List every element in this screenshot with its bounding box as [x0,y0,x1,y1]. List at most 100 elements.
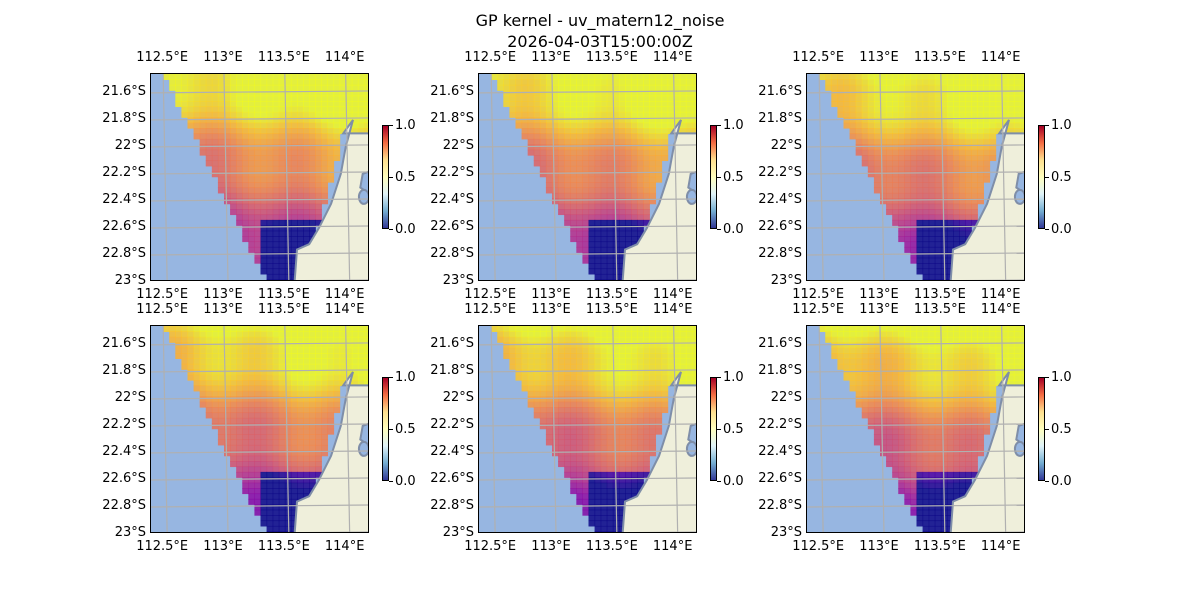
colorbar-tick-label: 1.0 [395,370,416,385]
lon-tick-label-top: 113°E [859,50,899,65]
colorbar-tick-mark [717,429,721,430]
gridlines [151,74,368,280]
map-panel-1: 112.5°E 112.5°E 113°E 113°E 113.5°E 113.5°E 11… [100,46,420,306]
lon-tick-label-bottom: 112.5°E [464,539,517,554]
lon-tick-label-top: 113.5°E [913,50,966,65]
colorbar-tick-label: 1.0 [1051,118,1072,133]
lon-tick-label-top: 113°E [859,302,899,317]
lon-tick-label-top: 113°E [203,302,243,317]
lat-tick-label: 21.6°S [430,335,474,351]
map-panel-4: 112.5°E 112.5°E 113°E 113°E 113.5°E 113.5°E 11… [100,298,420,558]
lon-tick-label-bottom: 113°E [203,287,243,302]
lon-tick-label-top: 114°E [652,50,693,65]
lat-tick-label: 22.2°S [102,416,146,432]
lat-tick-label: 22.2°S [430,164,474,180]
lon-tick-label-bottom: 113°E [531,287,571,302]
field-cells [491,326,696,532]
lon-tick-label-top: 113°E [531,302,571,317]
lon-tick-label-bottom: 112.5°E [136,287,189,302]
colorbar-tick-label: 1.0 [723,370,744,385]
lon-tick-label-top: 112.5°E [464,50,517,65]
lat-tick-label: 22.4°S [758,191,802,207]
lon-tick-label-top: 113.5°E [585,50,638,65]
lat-tick-label: 22.4°S [102,443,146,459]
lon-tick-label-top: 113.5°E [585,302,638,317]
inlet [1013,188,1024,205]
colorbar-tick-mark [1045,377,1049,378]
lat-tick-label: 21.8°S [758,110,802,126]
gridlines [151,326,368,532]
lon-tick-label-bottom: 112.5°E [792,539,845,554]
inlet [685,440,696,457]
colorbar-tick-mark [717,377,721,378]
lat-tick-label: 21.8°S [430,362,474,378]
lat-tick-label: 22.8°S [758,245,802,261]
lon-tick-label-bottom: 113°E [531,539,571,554]
map-panel-5: 112.5°E 112.5°E 113°E 113°E 113.5°E 113.5°E 11… [428,298,748,558]
colorbar-tick-label: 1.0 [1051,370,1072,385]
lat-tick-label: 22°S [442,389,474,405]
map-area [806,325,1025,533]
gridlines [479,74,696,280]
lat-tick-label: 22.6°S [758,218,802,234]
lon-tick-label-bottom: 114°E [652,287,693,302]
lat-tick-label: 22.6°S [758,470,802,486]
colorbar [710,125,717,229]
lat-tick-label: 21.6°S [102,335,146,351]
lat-tick-label: 22.6°S [430,218,474,234]
lon-tick-label-top: 112.5°E [136,50,189,65]
lon-tick-label-bottom: 114°E [980,287,1021,302]
colorbar-tick-label: 0.5 [1051,422,1072,437]
lon-tick-label-bottom: 112.5°E [792,287,845,302]
colorbar-tick-mark [389,377,393,378]
lat-tick-label: 22°S [114,137,146,153]
figure-subtitle: 2026-04-03T15:00:00Z [507,32,693,51]
lon-tick-label-bottom: 112.5°E [136,539,189,554]
colorbar-tick-mark [717,177,721,178]
colorbar-tick-mark [389,177,393,178]
map-panel-3: 112.5°E 112.5°E 113°E 113°E 113.5°E 113.5°E 11… [756,46,1076,306]
lat-tick-label: 23°S [442,525,474,540]
inlet [357,188,368,205]
lon-tick-label-bottom: 113.5°E [257,287,310,302]
lon-tick-label-top: 113.5°E [257,50,310,65]
lat-tick-label: 21.8°S [102,110,146,126]
lat-tick-label: 22.2°S [102,164,146,180]
inlet [357,440,368,457]
colorbar-tick-label: 1.0 [395,118,416,133]
colorbar-tick-label: 0.0 [723,474,744,489]
lat-tick-label: 23°S [770,273,802,288]
map-svg [151,74,368,280]
lon-tick-label-bottom: 113.5°E [257,539,310,554]
lat-tick-label: 21.6°S [758,335,802,351]
colorbar-tick-label: 0.0 [1051,474,1072,489]
lon-tick-label-top: 113°E [531,50,571,65]
colorbar-tick-label: 0.5 [723,170,744,185]
lat-tick-label: 22.4°S [430,191,474,207]
colorbar [382,125,389,229]
colorbar-tick-label: 0.5 [395,170,416,185]
lon-tick-label-top: 114°E [980,302,1021,317]
colorbar-tick-mark [1045,177,1049,178]
gridlines [479,326,696,532]
lat-tick-label: 22.2°S [430,416,474,432]
lat-tick-label: 22.2°S [758,416,802,432]
inlet [685,188,696,205]
field-cells [819,326,1024,532]
lon-tick-label-bottom: 113.5°E [913,539,966,554]
colorbar [382,377,389,481]
lat-tick-label: 23°S [770,525,802,540]
colorbar-tick-mark [389,429,393,430]
lat-tick-label: 21.8°S [758,362,802,378]
lon-tick-label-top: 114°E [652,302,693,317]
lon-tick-label-top: 112.5°E [792,302,845,317]
lon-tick-label-bottom: 113.5°E [913,287,966,302]
map-area [150,73,369,281]
lon-tick-label-top: 114°E [324,50,365,65]
map-area [478,325,697,533]
colorbar-tick-mark [717,229,721,230]
lat-tick-label: 22.2°S [758,164,802,180]
lon-tick-label-bottom: 114°E [324,287,365,302]
colorbar-tick-label: 0.0 [1051,222,1072,237]
colorbar-tick-mark [717,481,721,482]
